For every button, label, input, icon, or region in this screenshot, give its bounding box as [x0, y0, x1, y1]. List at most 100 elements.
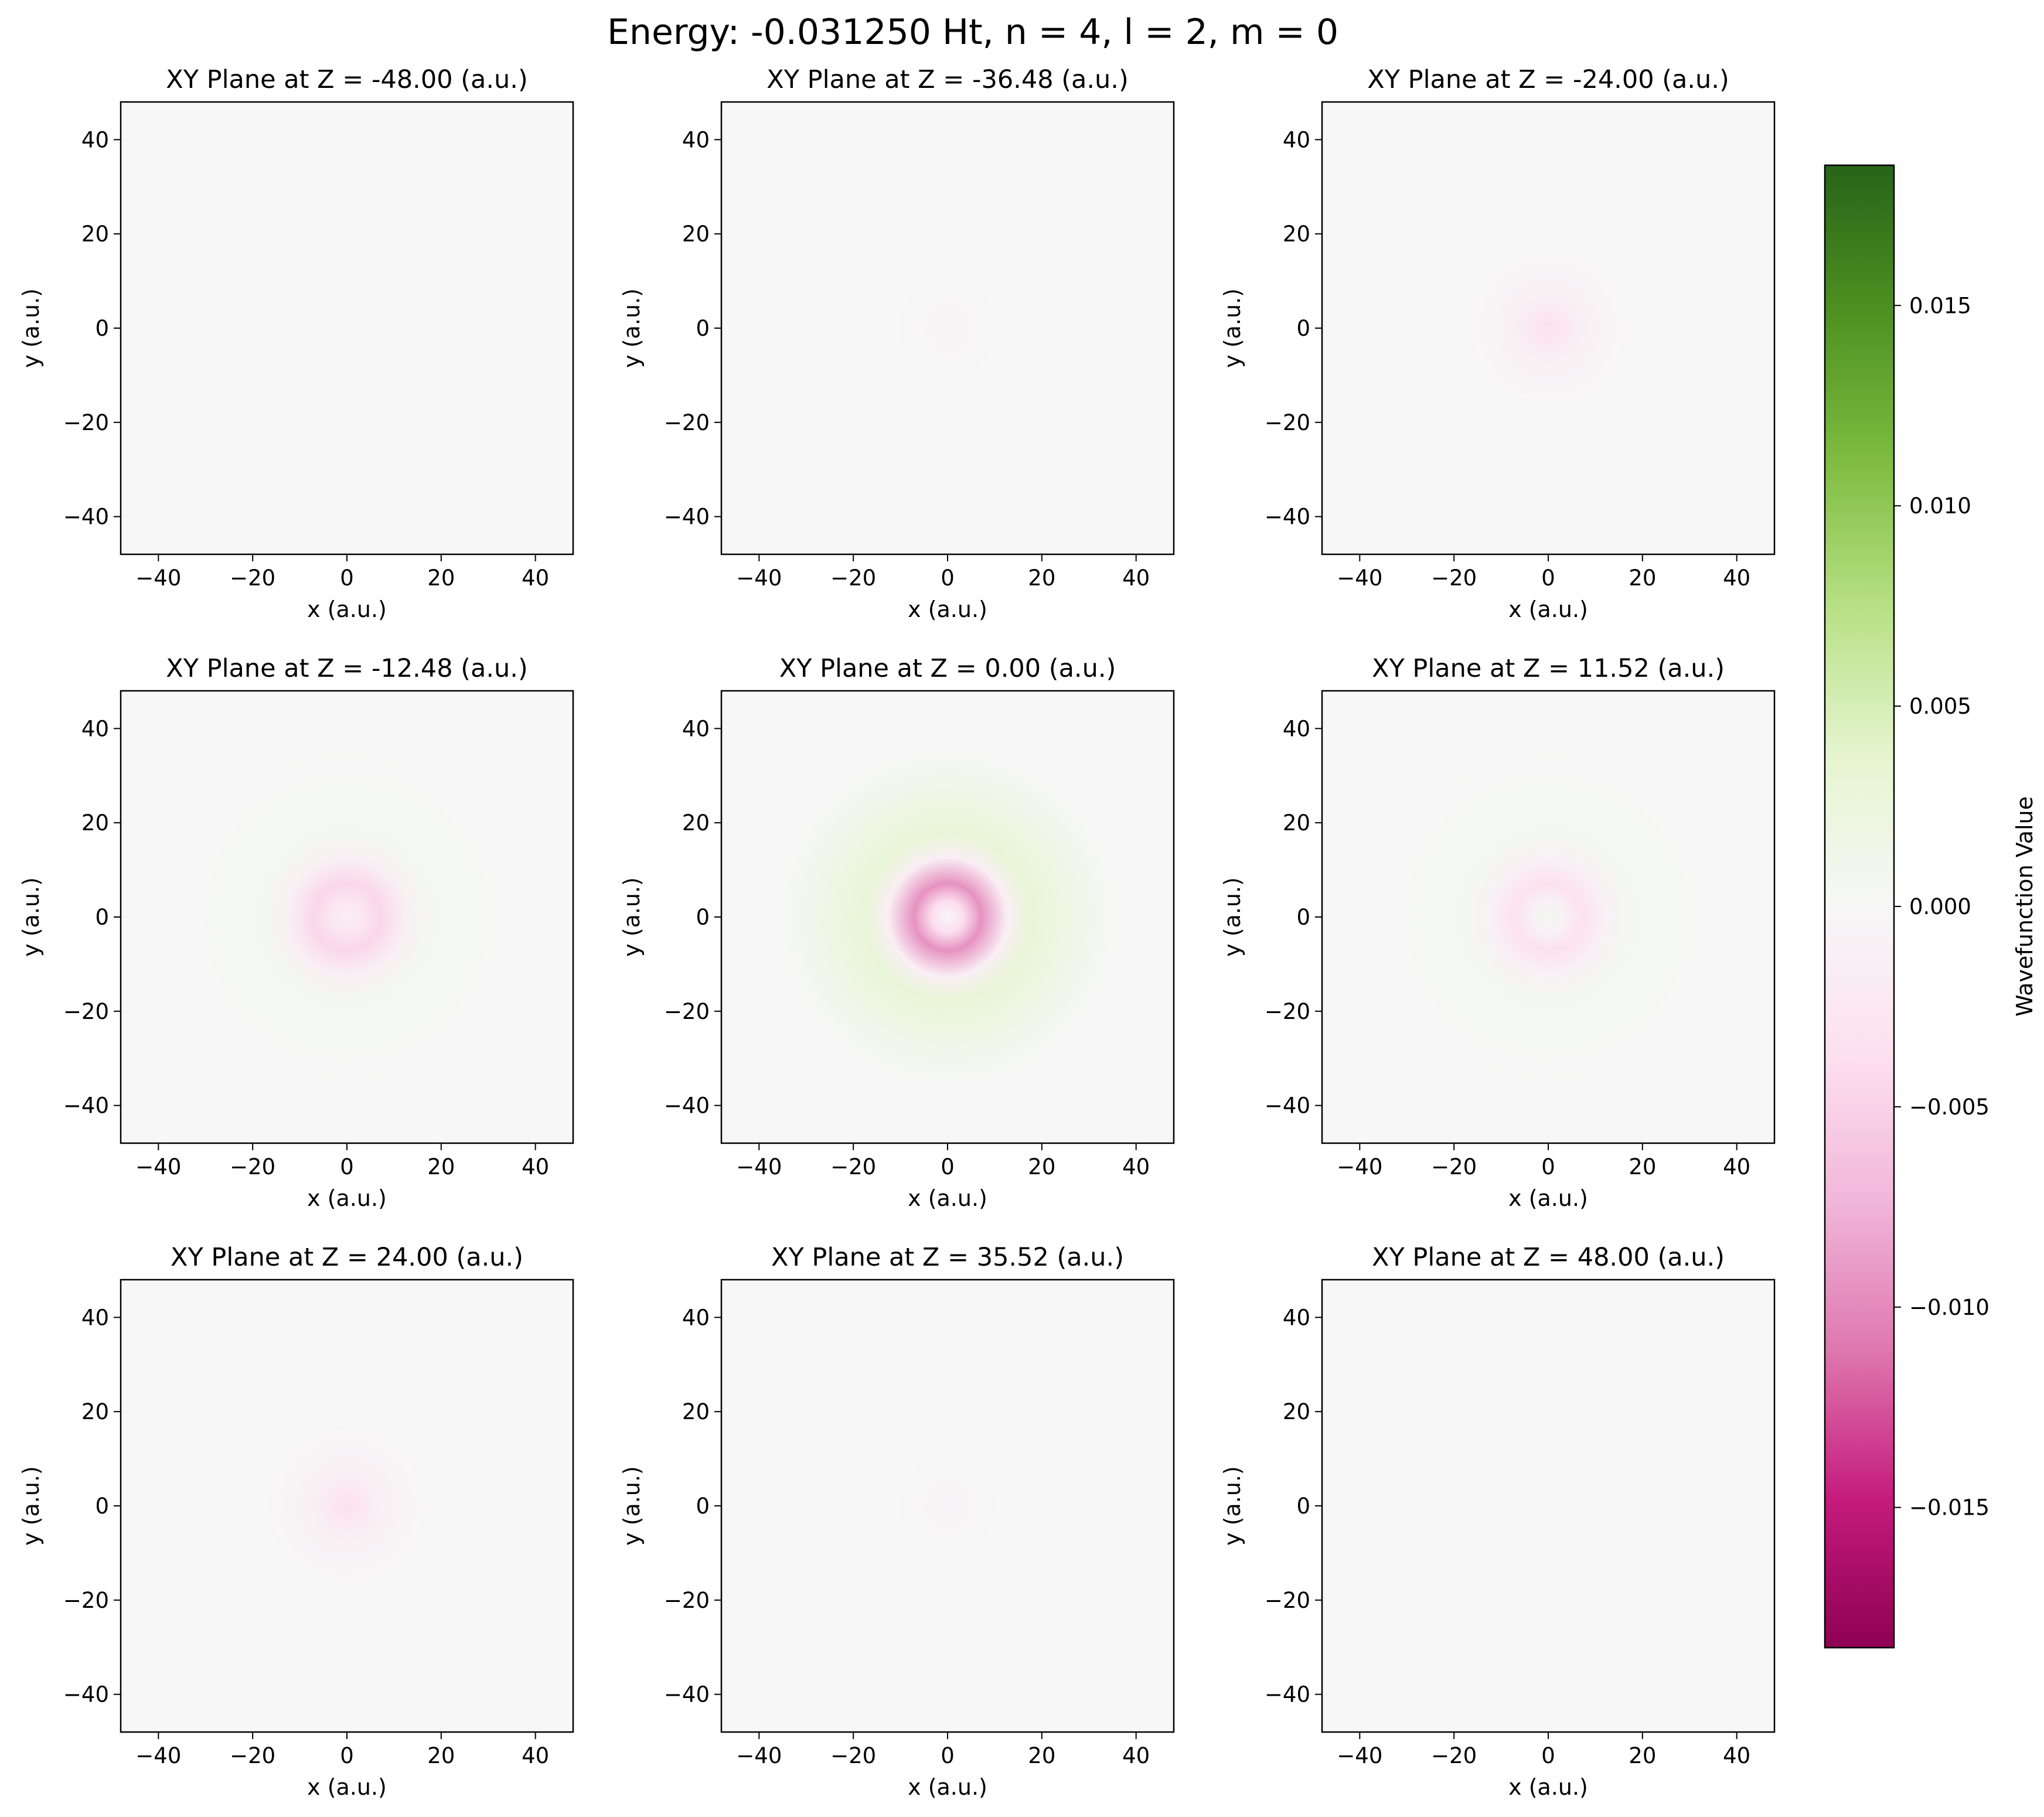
x-tick-label: −20	[230, 565, 275, 591]
y-tick-label: 40	[1283, 1305, 1310, 1330]
y-axis-label: y (a.u.)	[619, 288, 645, 368]
subplot: XY Plane at Z = 24.00 (a.u.) −40 −20 0 20 40 −…	[18, 1243, 574, 1800]
x-tick-label: 0	[340, 1743, 354, 1768]
y-tick-label: 0	[696, 1494, 710, 1519]
x-tick-label: 20	[1028, 1154, 1055, 1179]
subplot-title: XY Plane at Z = 35.52 (a.u.)	[771, 1243, 1124, 1272]
y-tick-label: 40	[682, 127, 710, 152]
heatmap-field	[121, 102, 573, 554]
x-axis-label: x (a.u.)	[1508, 596, 1588, 622]
x-tick-label: −20	[230, 1743, 275, 1768]
y-tick-label: −20	[664, 1588, 710, 1613]
subplot: XY Plane at Z = 48.00 (a.u.) −40 −20 0 20 40 −…	[1219, 1243, 1776, 1800]
x-axis-label: x (a.u.)	[1508, 1774, 1588, 1800]
y-tick-label: 20	[682, 1399, 710, 1424]
heatmap-field	[721, 691, 1174, 1143]
x-tick-label: 0	[941, 1743, 955, 1768]
y-tick-label: 40	[81, 716, 109, 741]
x-axis-label: x (a.u.)	[908, 596, 987, 622]
y-tick-label: 40	[1283, 127, 1310, 152]
y-axis-label: y (a.u.)	[18, 877, 44, 957]
x-tick-label: 0	[1541, 565, 1555, 591]
x-axis-label: x (a.u.)	[908, 1774, 987, 1800]
colorbar-tick-label: 0.005	[1909, 694, 1971, 719]
subplot-title: XY Plane at Z = 0.00 (a.u.)	[779, 654, 1116, 683]
y-tick-label: 20	[81, 1399, 109, 1424]
x-tick-label: 0	[1541, 1154, 1555, 1179]
x-axis-label: x (a.u.)	[307, 1185, 387, 1211]
y-tick-label: −40	[1265, 504, 1310, 530]
y-tick-label: 20	[1283, 221, 1310, 247]
x-tick-label: −40	[135, 565, 181, 591]
y-tick-label: 40	[81, 127, 109, 152]
x-tick-label: 20	[427, 1743, 455, 1768]
colorbar-gradient	[1825, 165, 1894, 1648]
y-tick-label: −20	[664, 999, 710, 1024]
x-tick-label: 20	[1629, 1743, 1656, 1768]
y-tick-label: −40	[63, 504, 109, 530]
heatmap-field	[121, 691, 573, 1143]
x-tick-label: −40	[736, 1154, 782, 1179]
y-tick-label: 20	[1283, 1399, 1310, 1424]
colorbar-tick-label: −0.015	[1909, 1495, 1990, 1521]
x-axis-label: x (a.u.)	[1508, 1185, 1588, 1211]
x-tick-label: 40	[1723, 1154, 1750, 1179]
y-tick-label: −20	[63, 410, 109, 435]
x-tick-label: −40	[1337, 565, 1382, 591]
x-tick-label: 20	[1028, 1743, 1055, 1768]
y-tick-label: 40	[682, 1305, 710, 1330]
figure-suptitle: Energy: -0.031250 Ht, n = 4, l = 2, m = …	[607, 12, 1338, 53]
y-tick-label: −40	[1265, 1682, 1310, 1707]
subplot: XY Plane at Z = 11.52 (a.u.) −40 −20 0 20 40 −…	[1219, 654, 1776, 1211]
x-axis-label: x (a.u.)	[908, 1185, 987, 1211]
subplot: XY Plane at Z = -36.48 (a.u.) −40 −20 0 20 40…	[619, 65, 1175, 622]
x-tick-label: −40	[736, 565, 782, 591]
x-tick-label: 20	[427, 1154, 455, 1179]
x-tick-label: −40	[135, 1743, 181, 1768]
y-tick-label: −20	[1265, 410, 1310, 435]
x-axis-label: x (a.u.)	[307, 596, 387, 622]
x-tick-label: 40	[1723, 1743, 1750, 1768]
y-tick-label: −40	[664, 1093, 710, 1119]
y-axis-label: y (a.u.)	[18, 288, 44, 368]
y-tick-label: −40	[63, 1682, 109, 1707]
x-tick-label: 40	[1122, 1154, 1150, 1179]
y-tick-label: 20	[682, 810, 710, 836]
y-tick-label: 20	[1283, 810, 1310, 836]
x-tick-label: 40	[1122, 1743, 1150, 1768]
heatmap-field	[121, 1280, 573, 1732]
x-tick-label: 0	[941, 1154, 955, 1179]
y-tick-label: 0	[1296, 1494, 1310, 1519]
x-tick-label: 20	[427, 565, 455, 591]
y-axis-label: y (a.u.)	[619, 1466, 645, 1546]
y-axis-label: y (a.u.)	[619, 877, 645, 957]
y-tick-label: 0	[1296, 316, 1310, 341]
y-tick-label: −20	[1265, 999, 1310, 1024]
x-tick-label: 0	[1541, 1743, 1555, 1768]
x-tick-label: −40	[135, 1154, 181, 1179]
y-axis-label: y (a.u.)	[1219, 288, 1245, 368]
y-tick-label: 0	[696, 316, 710, 341]
subplot-title: XY Plane at Z = -24.00 (a.u.)	[1367, 65, 1729, 94]
x-tick-label: 40	[522, 565, 549, 591]
x-tick-label: 0	[340, 1154, 354, 1179]
colorbar-tick-label: −0.005	[1909, 1095, 1990, 1120]
heatmap-field	[1322, 1280, 1774, 1732]
y-axis-label: y (a.u.)	[1219, 1466, 1245, 1546]
y-tick-label: −40	[1265, 1093, 1310, 1119]
y-tick-label: −20	[664, 410, 710, 435]
y-tick-label: −40	[664, 504, 710, 530]
x-tick-label: −40	[1337, 1154, 1382, 1179]
colorbar-label: Wavefunction Value	[2012, 796, 2038, 1017]
x-tick-label: −20	[1431, 1154, 1477, 1179]
y-tick-label: 40	[682, 716, 710, 741]
y-tick-label: 0	[696, 905, 710, 930]
x-tick-label: −20	[830, 1743, 876, 1768]
y-tick-label: 20	[81, 221, 109, 247]
x-tick-label: 40	[522, 1154, 549, 1179]
x-tick-label: 0	[340, 565, 354, 591]
y-tick-label: 40	[1283, 716, 1310, 741]
x-tick-label: −20	[830, 1154, 876, 1179]
x-tick-label: −40	[736, 1743, 782, 1768]
subplot-title: XY Plane at Z = -48.00 (a.u.)	[166, 65, 527, 94]
